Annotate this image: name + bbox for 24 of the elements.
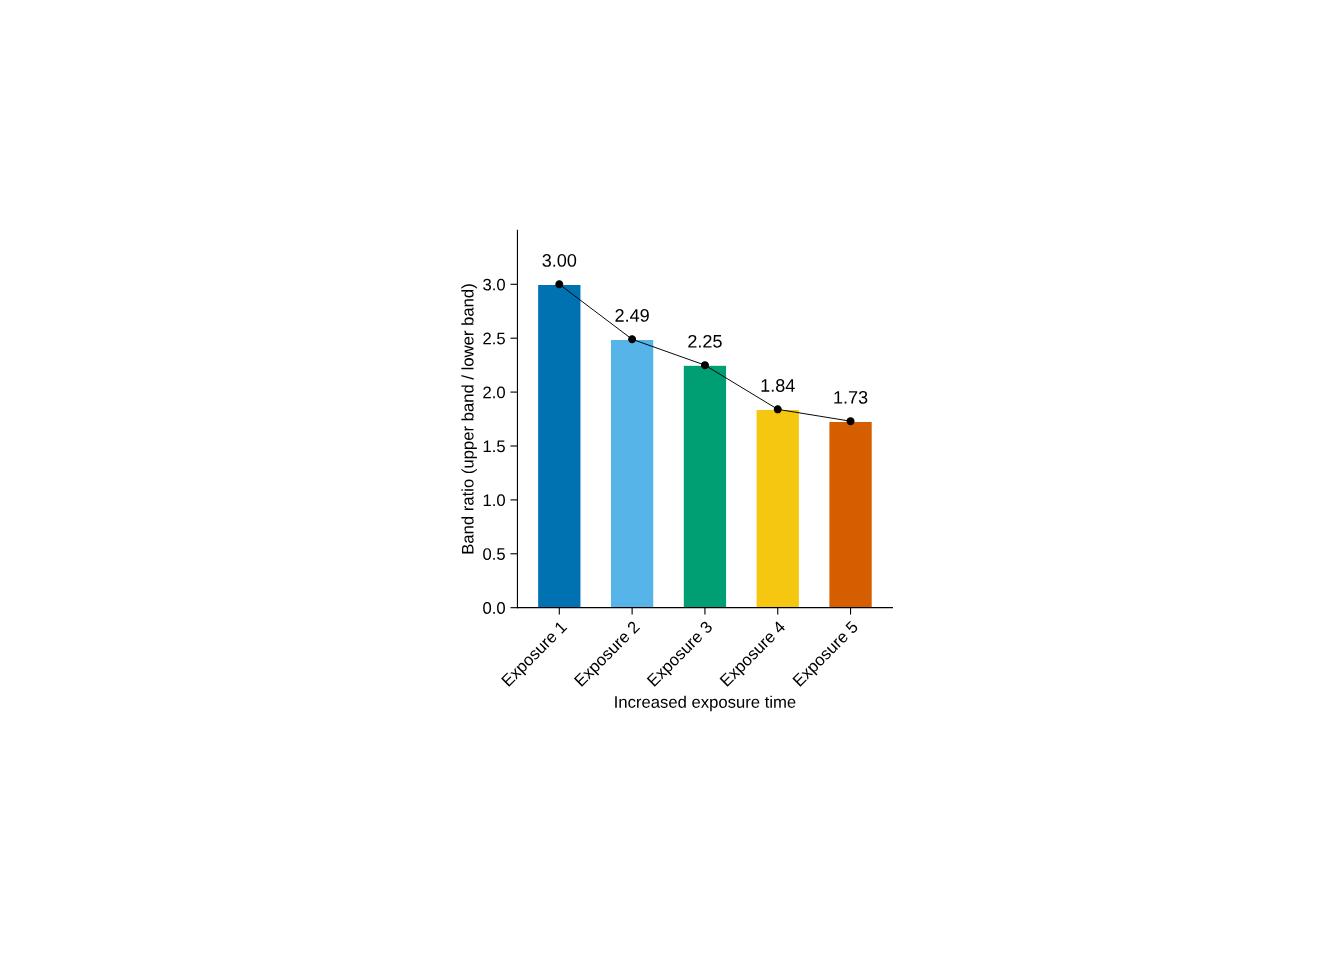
bar	[828, 420, 874, 608]
bar	[755, 408, 801, 608]
y-tick-label: 1.0	[483, 494, 505, 507]
y-tick-label: 1.5	[483, 440, 505, 453]
data-label: 2.25	[688, 334, 722, 348]
point	[846, 417, 855, 426]
y-tick-label: 3.0	[483, 278, 505, 291]
point	[628, 335, 637, 344]
data-label: 3.00	[542, 254, 577, 267]
data-label: 1.73	[834, 390, 868, 404]
point	[773, 405, 782, 414]
y-axis-title: Band ratio (upper band / lower band)	[461, 284, 477, 554]
bar	[536, 283, 582, 608]
bar	[682, 364, 728, 608]
bar	[609, 338, 655, 608]
x-axis-title: Increased exposure time	[615, 695, 796, 712]
point	[700, 361, 709, 370]
data-label: 1.84	[761, 379, 795, 392]
y-tick-label: 2.5	[483, 332, 505, 345]
y-tick-label: 0.5	[483, 548, 505, 560]
y-tick-label: 0.0	[483, 602, 505, 614]
data-label: 2.49	[615, 309, 649, 322]
point	[555, 280, 564, 289]
y-tick-label: 2.0	[483, 386, 505, 399]
